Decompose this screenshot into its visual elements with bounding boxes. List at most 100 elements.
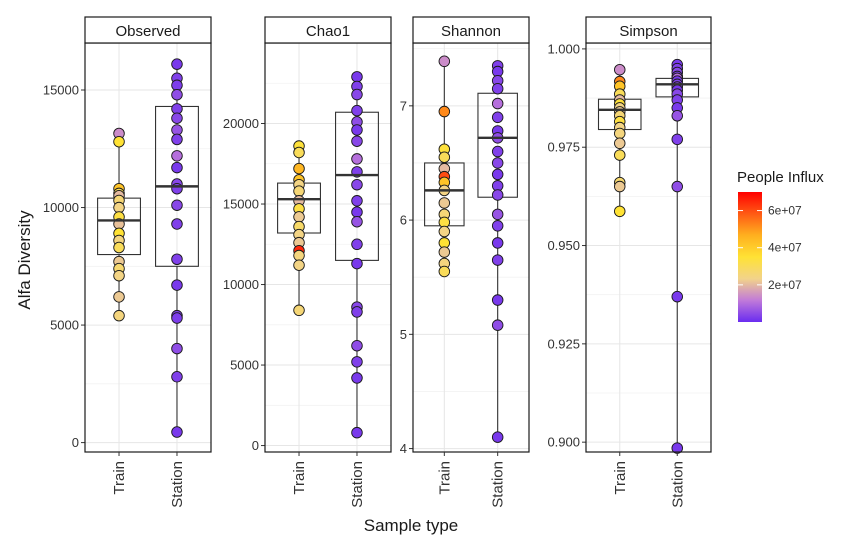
strip-label: Observed [115,23,180,40]
data-point [351,195,363,207]
y-tick-label: 6 [400,213,407,228]
legend-ticks: 2e+07 4e+07 6e+07 [738,204,802,292]
data-point [491,111,504,124]
data-point [171,199,183,211]
data-point [351,426,363,439]
data-point [171,133,183,146]
strip-label: Chao1 [306,23,350,40]
x-tick-label: Train [612,461,629,495]
data-point [171,88,183,101]
x-tick-label: Train [111,461,128,495]
data-point [171,342,183,355]
data-point [171,426,183,438]
strip-header [412,16,530,44]
data-point [438,151,451,163]
data-point [351,372,363,384]
x-tick-label: Station [669,461,686,508]
data-point [113,241,125,254]
data-point [171,112,183,124]
y-tick-label: 0.975 [547,140,580,155]
data-point [614,180,626,193]
plot-background [586,43,711,452]
data-point [171,58,183,70]
y-tick-label: 0 [252,438,259,453]
data-point [351,238,363,251]
data-point [171,253,183,266]
x-tick-label: Station [349,461,366,508]
panel-shannon: 4 5 6 7 Shannon Train Station [400,16,530,508]
plot-background [85,43,211,452]
data-point [491,82,504,95]
facet-panels: 0 5000 10000 15000 Observed Train Station 0 5000… [43,16,712,508]
y-tick-label: 0.900 [547,435,580,450]
data-point [351,257,363,270]
data-point [113,269,125,282]
y-tick-label: 10000 [43,200,79,215]
data-point [491,168,504,181]
x-tick-label: Station [169,461,186,508]
data-point [171,161,183,174]
data-point [351,124,363,136]
strip-label: Shannon [441,23,501,40]
data-point [351,104,363,117]
legend-tick-label: 6e+07 [768,204,802,218]
data-point [491,319,504,331]
data-point [293,146,305,159]
plot-background [265,43,391,452]
data-point [351,153,363,165]
data-point [113,291,125,303]
legend-tick-label: 2e+07 [768,278,802,292]
data-point [293,185,305,197]
data-point [351,339,363,352]
strip-header [585,16,712,44]
data-point [614,149,626,161]
strip-header [264,16,392,44]
y-tick-label: 7 [400,98,407,113]
data-point [351,215,363,228]
legend-colorbar [738,192,762,322]
y-tick-label: 15000 [43,83,79,98]
data-point [351,178,363,191]
data-point [113,309,125,322]
data-point [491,208,504,221]
y-tick-label: 5000 [230,358,259,373]
data-point [491,189,504,201]
legend-tick-label: 4e+07 [768,241,802,255]
data-point [293,259,305,271]
data-point [491,431,504,443]
y-tick-label: 5000 [50,318,79,333]
x-axis-title: Sample type [364,516,459,535]
data-point [171,312,183,324]
data-point [293,249,305,262]
data-point [491,145,504,158]
data-point [491,157,504,169]
strip-header [84,16,212,44]
y-tick-label: 0 [72,435,79,450]
data-point [351,356,363,368]
data-point [351,206,363,218]
data-point [491,294,504,306]
data-point [438,105,451,118]
y-tick-label: 4 [400,441,407,456]
data-point [491,237,504,249]
data-point [491,254,504,266]
data-point [171,218,183,230]
strip-label: Simpson [619,23,677,40]
y-tick-label: 0.925 [547,336,580,351]
data-point [113,135,125,148]
plot-background [413,43,529,452]
panel-chao1: 0 5000 10000 15000 20000 Chao1 Train Station [223,16,392,508]
y-tick-label: 1.000 [547,41,580,56]
y-tick-label: 20000 [223,116,259,131]
data-point [671,133,684,146]
data-point [171,371,183,383]
legend-title: People Influx [737,169,824,186]
panel-simpson: 0.900 0.925 0.950 0.975 1.000 Simpson Train Sta… [547,16,712,508]
data-point [438,246,451,258]
x-tick-label: Station [490,461,507,508]
data-point [293,211,305,223]
people-influx-legend: People Influx 2e+07 4e+07 6e+07 [737,169,824,322]
data-point [614,137,626,150]
data-point [171,279,183,291]
